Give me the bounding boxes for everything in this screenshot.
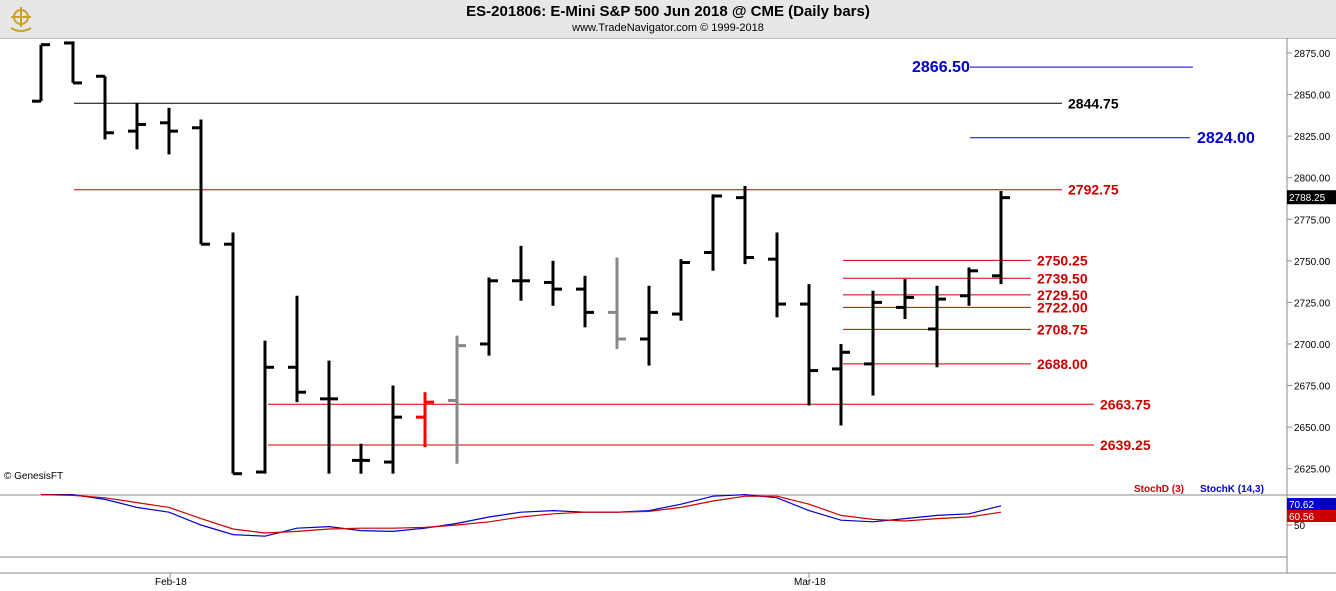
y-tick-label: 2875.00 [1294, 49, 1331, 60]
stochK-value-box [1287, 498, 1336, 510]
chart-subtitle: www.TradeNavigator.com © 1999-2018 [572, 22, 764, 34]
stochD-line [40, 494, 1002, 534]
y-tick-label: 2700.00 [1294, 340, 1331, 351]
level-label: 2639.25 [1100, 437, 1151, 453]
y-tick-label: 2800.00 [1294, 174, 1331, 185]
stoch-tick-label: 50 [1294, 521, 1306, 532]
stochD-value: 60.56 [1289, 512, 1314, 523]
chart-header: ES-201806: E-Mini S&P 500 Jun 2018 @ CME… [0, 0, 1336, 39]
y-tick-label: 2850.00 [1294, 91, 1331, 102]
level-label: 2663.75 [1100, 396, 1151, 412]
level-label: 2708.75 [1037, 321, 1088, 337]
level-label: 2750.25 [1037, 252, 1088, 268]
y-tick-label: 2675.00 [1294, 382, 1331, 393]
stochD-label: StochD (3) [1134, 484, 1184, 495]
stochK-value: 70.62 [1289, 500, 1314, 511]
y-tick-label: 2625.00 [1294, 465, 1331, 476]
stochK-label: StochK (14,3) [1200, 484, 1264, 495]
stochK-line [41, 493, 1002, 537]
y-tick-label: 2825.00 [1294, 132, 1331, 143]
level-label: 2739.50 [1037, 270, 1088, 286]
level-label: 2866.50 [912, 59, 970, 76]
chart-title: ES-201806: E-Mini S&P 500 Jun 2018 @ CME… [466, 3, 870, 20]
ship-wheel-logo-icon [10, 7, 32, 32]
stochD-value-box [1287, 510, 1336, 522]
copyright-text: © GenesisFT [4, 471, 63, 482]
x-tick-label: Feb-18 [155, 577, 187, 588]
level-label: 2722.00 [1037, 299, 1088, 315]
level-label: 2824.00 [1197, 130, 1255, 147]
last-price-label: 2788.25 [1289, 193, 1326, 204]
y-tick-label: 2775.00 [1294, 215, 1331, 226]
y-tick-label: 2750.00 [1294, 257, 1331, 268]
level-label: 2792.75 [1068, 182, 1119, 198]
x-tick-label: Mar-18 [794, 577, 826, 588]
level-label: 2729.50 [1037, 287, 1088, 303]
level-label: 2688.00 [1037, 356, 1088, 372]
y-tick-label: 2650.00 [1294, 423, 1331, 434]
last-price-box [1287, 190, 1336, 205]
level-label: 2844.75 [1068, 95, 1119, 111]
y-tick-label: 2725.00 [1294, 298, 1331, 309]
